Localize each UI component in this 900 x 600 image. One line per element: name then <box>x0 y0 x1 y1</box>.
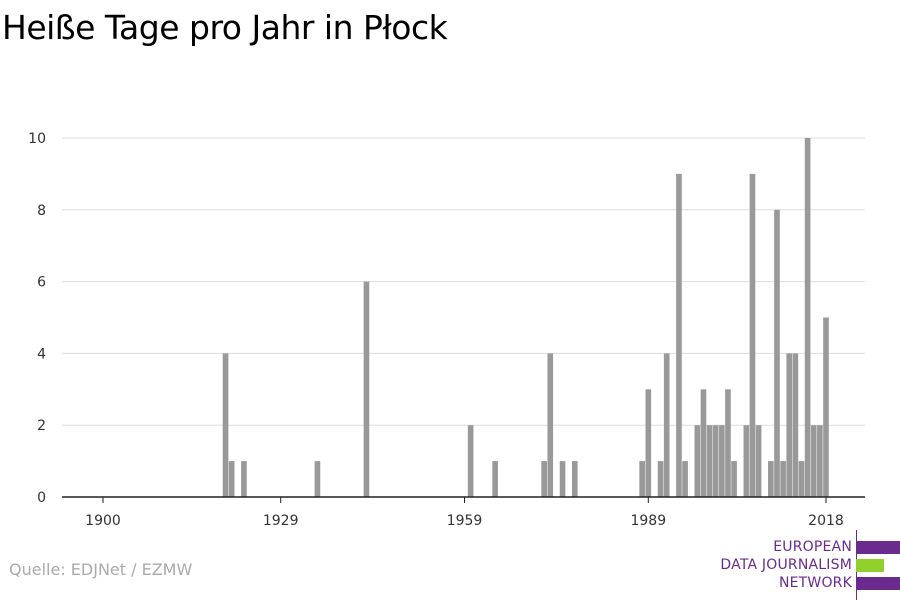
bar-2010[interactable] <box>774 209 780 498</box>
bar-1999[interactable] <box>706 425 713 497</box>
bar-2015[interactable] <box>804 138 811 497</box>
y-tick-label: 10 <box>28 131 46 147</box>
bar-1975[interactable] <box>559 461 566 497</box>
bar-2018[interactable] <box>823 317 829 498</box>
y-tick-label: 0 <box>37 490 46 506</box>
logo-bar-green <box>856 559 884 572</box>
bar-1972[interactable] <box>541 461 547 497</box>
bar-1920[interactable] <box>222 353 229 497</box>
bar-2000[interactable] <box>712 425 719 497</box>
gridlines <box>62 137 865 426</box>
bars <box>222 138 829 498</box>
bar-2011[interactable] <box>780 461 786 497</box>
bar-1923[interactable] <box>241 461 247 497</box>
bar-1935[interactable] <box>314 461 321 497</box>
bar-1994[interactable] <box>676 173 682 497</box>
bar-2001[interactable] <box>719 425 725 497</box>
source-note: Quelle: EDJNet / EZMW <box>9 560 193 579</box>
bar-1991[interactable] <box>657 461 664 497</box>
x-tick-label: 2018 <box>808 513 844 529</box>
bar-1988[interactable] <box>639 461 646 497</box>
y-tick-label: 4 <box>37 346 46 362</box>
bar-2002[interactable] <box>725 389 731 497</box>
edjnet-logo[interactable]: EUROPEAN DATA JOURNALISM NETWORK <box>700 530 900 600</box>
y-tick-label: 8 <box>37 203 46 219</box>
bar-2013[interactable] <box>792 353 799 497</box>
bar-1998[interactable] <box>700 389 707 497</box>
bar-1995[interactable] <box>682 461 688 497</box>
bar-2012[interactable] <box>786 353 793 497</box>
y-tick-label: 6 <box>37 275 46 291</box>
x-tick-label: 1959 <box>447 513 483 529</box>
bar-chart: 1900 1929 1959 1989 2018 0 2 4 6 8 10 <box>28 131 865 529</box>
logo-line-network: NETWORK <box>778 575 852 591</box>
logo-line-data-journalism: DATA JOURNALISM <box>720 557 852 573</box>
x-tick-label: 1929 <box>263 513 299 529</box>
bar-2017[interactable] <box>817 425 823 497</box>
bar-1973[interactable] <box>547 353 554 497</box>
bar-2014[interactable] <box>798 461 805 497</box>
x-axis-ticks: 1900 1929 1959 1989 2018 <box>85 497 844 529</box>
y-tick-label: 2 <box>37 418 46 434</box>
bar-1943[interactable] <box>363 281 370 497</box>
bar-2009[interactable] <box>768 461 774 497</box>
logo-bar-purple-top <box>856 541 900 554</box>
bar-1921[interactable] <box>228 461 235 497</box>
bar-1960[interactable] <box>467 425 474 497</box>
bar-1964[interactable] <box>492 461 498 497</box>
bar-2007[interactable] <box>755 425 762 497</box>
bar-1992[interactable] <box>663 353 670 497</box>
bar-1977[interactable] <box>571 461 578 497</box>
x-tick-label: 1900 <box>85 513 121 529</box>
y-axis-ticks: 0 2 4 6 8 10 <box>28 131 46 506</box>
bar-2003[interactable] <box>731 461 737 497</box>
bar-2005[interactable] <box>743 425 750 497</box>
bar-2006[interactable] <box>749 173 756 497</box>
bar-1989[interactable] <box>645 389 652 497</box>
bar-1997[interactable] <box>694 425 701 497</box>
logo-line-european: EUROPEAN <box>773 539 852 555</box>
x-tick-label: 1989 <box>630 513 666 529</box>
chart-title: Heiße Tage pro Jahr in Płock <box>2 8 448 47</box>
logo-bar-purple-bottom <box>856 577 900 590</box>
bar-2016[interactable] <box>810 425 817 497</box>
